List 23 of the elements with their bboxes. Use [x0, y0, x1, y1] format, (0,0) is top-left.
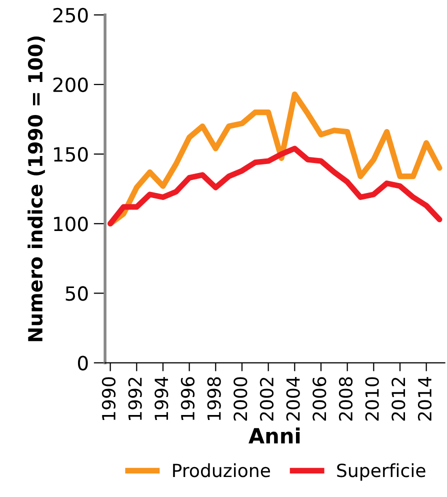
legend-label: Produzione — [173, 463, 270, 478]
y-tick-label: 250 — [53, 8, 88, 23]
x-tick-label: 1996 — [180, 377, 195, 420]
x-tick-label: 2014 — [418, 377, 432, 421]
x-tick-label: 2010 — [365, 377, 379, 421]
x-tick-label: 1994 — [154, 377, 168, 420]
y-axis-title: Numero indice (1990 = 100) — [28, 36, 45, 342]
y-tick-label: 0 — [78, 356, 88, 370]
x-tick-label: 1992 — [128, 378, 142, 420]
x-tick-label: 1990 — [102, 377, 116, 420]
y-tick-label: 200 — [53, 77, 88, 92]
x-tick-label: 2004 — [286, 377, 300, 421]
x-tick-label: 2000 — [234, 377, 248, 421]
legend-label: Superficie — [337, 463, 426, 481]
x-tick-label: 2006 — [312, 377, 326, 421]
x-tick-label: 1998 — [207, 377, 221, 420]
y-tick-label: 150 — [54, 147, 88, 162]
x-tick-label: 2002 — [260, 378, 274, 421]
x-tick-label: 2008 — [338, 377, 353, 421]
y-tick-label: 50 — [66, 286, 88, 301]
y-tick-label: 100 — [54, 216, 88, 232]
x-axis-title: Anni — [248, 428, 300, 444]
x-tick-label: 2012 — [392, 378, 406, 421]
